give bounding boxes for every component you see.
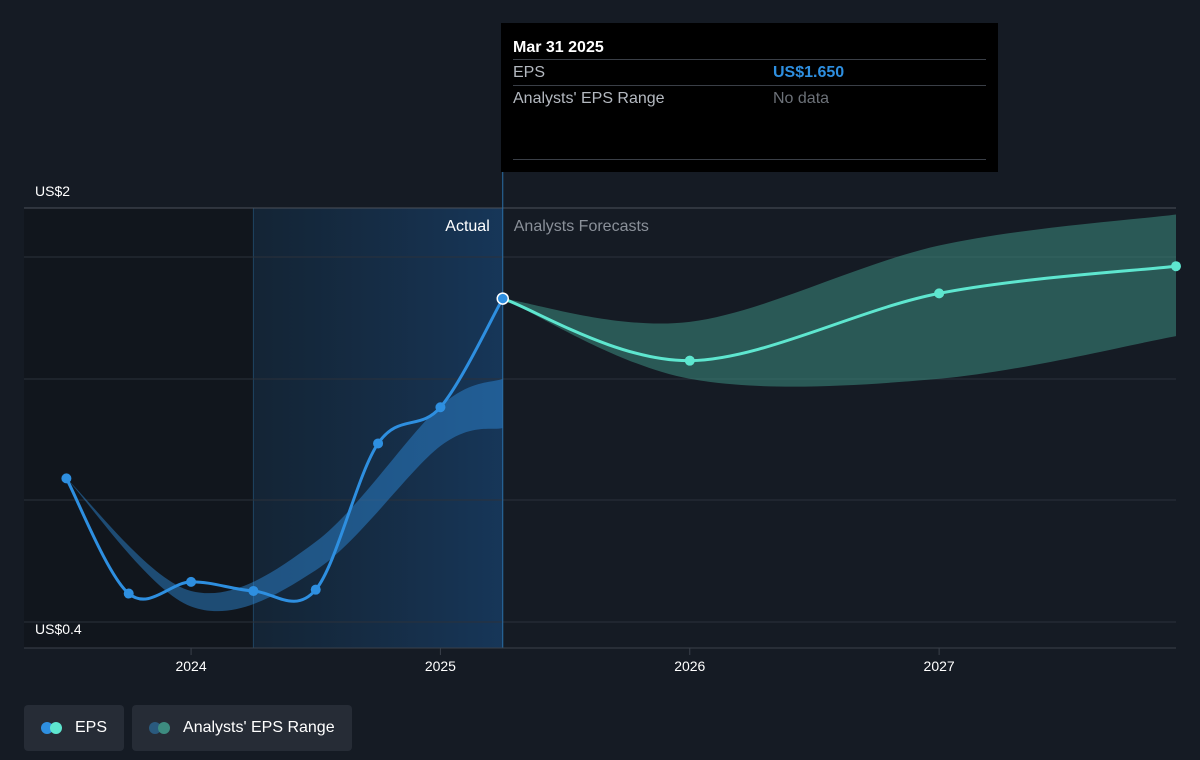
y-max-label: US$2	[35, 183, 70, 199]
tooltip-range-value: No data	[773, 90, 830, 107]
tooltip-row-range: Analysts' EPS Range No data	[513, 85, 986, 111]
eps-legend-icon	[41, 722, 65, 734]
eps-point-forecast	[684, 355, 695, 366]
tooltip-divider	[513, 159, 986, 160]
x-axis-ticks: 2024 2025 2026 2027	[175, 648, 955, 674]
y-min-label: US$0.4	[35, 621, 82, 637]
eps-points	[61, 261, 1181, 599]
eps-point-actual	[248, 585, 259, 596]
eps-line-forecast	[501, 264, 1178, 363]
x-tick-label: 2027	[924, 658, 955, 674]
tooltip-date: Mar 31 2025	[513, 39, 604, 56]
legend-range-label: Analysts' EPS Range	[183, 719, 335, 736]
legend-eps-label: EPS	[75, 719, 108, 736]
range-legend-icon	[149, 722, 173, 734]
tooltip-eps-label: EPS	[513, 64, 546, 81]
legend-item-eps[interactable]: EPS	[24, 705, 125, 751]
eps-point-actual	[61, 473, 72, 484]
x-tick-label: 2025	[425, 658, 456, 674]
eps-point-forecast	[1171, 261, 1181, 272]
tooltip-range-label: Analysts' EPS Range	[513, 90, 665, 107]
range-band-forecast	[502, 214, 1176, 387]
tooltip-row-eps: EPS US$1.650	[513, 59, 986, 85]
x-tick-label: 2026	[674, 658, 705, 674]
eps-point-actual	[373, 438, 384, 449]
forecast-label: Analysts Forecasts	[514, 218, 649, 235]
actual-label: Actual	[445, 218, 489, 235]
legend: EPS Analysts' EPS Range	[24, 705, 352, 751]
x-tick-label: 2024	[175, 658, 206, 674]
tooltip-eps-value: US$1.650	[773, 64, 845, 81]
eps-point-actual	[310, 584, 321, 595]
eps-point-actual	[496, 292, 510, 305]
eps-point-forecast	[934, 288, 945, 299]
legend-item-range[interactable]: Analysts' EPS Range	[132, 705, 352, 751]
range-bands	[66, 214, 1176, 612]
eps-point-actual	[123, 588, 134, 599]
tooltip: Mar 31 2025 EPS US$1.650 Analysts' EPS R…	[501, 23, 998, 172]
range-band-past	[66, 378, 503, 612]
eps-point-actual	[435, 402, 446, 413]
actual-highlight-region	[253, 208, 503, 648]
eps-point-actual	[186, 576, 197, 587]
